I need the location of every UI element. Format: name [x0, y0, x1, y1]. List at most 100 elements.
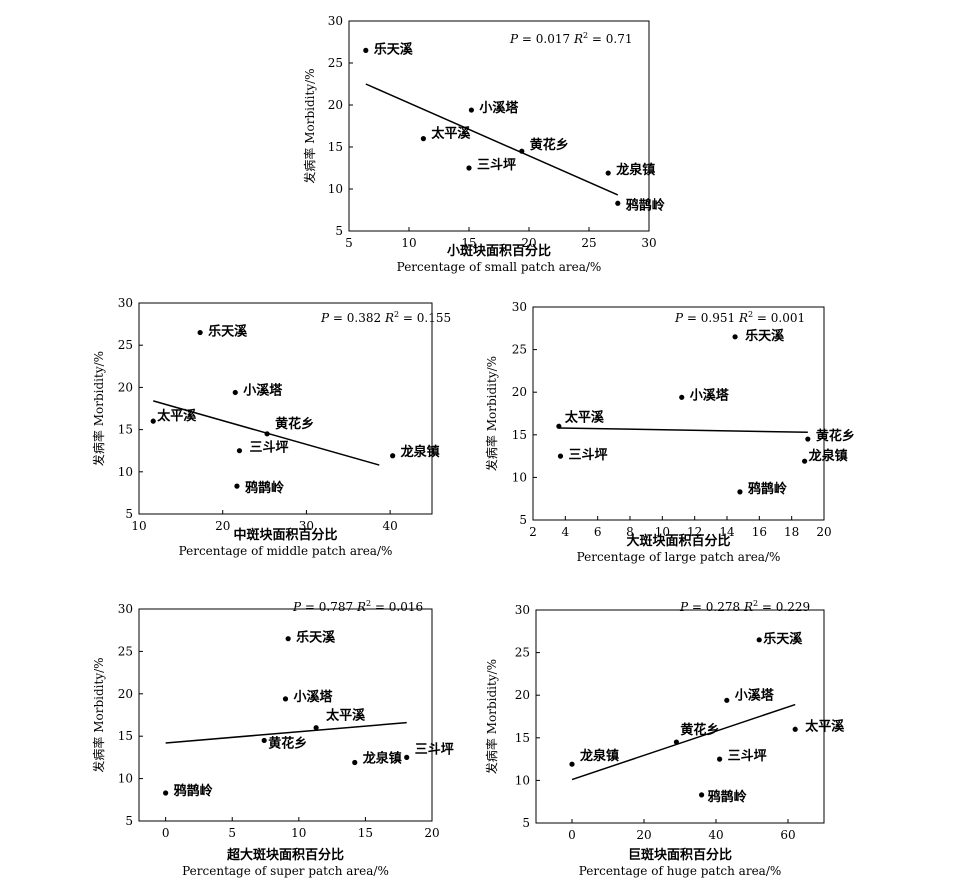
point-label: 小溪塔 [735, 687, 775, 703]
x-tick-label: 10 [401, 236, 416, 250]
x-tick-label: 30 [641, 236, 656, 250]
point-label: 乐天溪 [374, 41, 414, 57]
x-tick-label: 20 [816, 525, 831, 539]
point-label: 三斗坪 [415, 742, 454, 757]
data-point [732, 334, 738, 340]
x-tick-label: 14 [719, 525, 735, 539]
x-tick-label: 20 [636, 828, 651, 842]
y-tick-label: 5 [125, 814, 133, 828]
x-tick-label: 2 [529, 525, 537, 539]
data-point [234, 483, 240, 489]
x-axis-label-cn: 巨斑块面积百分比 [628, 847, 732, 863]
regression-line [365, 83, 619, 196]
x-axis-label-en: Percentage of middle patch area/% [179, 544, 393, 558]
y-tick-label: 5 [125, 507, 133, 521]
point-label: 黄花乡 [275, 416, 314, 432]
data-point [163, 790, 169, 796]
point-label: 太平溪 [325, 708, 366, 724]
data-point [556, 423, 562, 429]
point-label: 小溪塔 [243, 382, 283, 398]
point-label: 龙泉镇 [401, 444, 440, 460]
point-label: 三斗坪 [249, 441, 288, 456]
data-point [197, 329, 203, 336]
data-point [390, 453, 396, 459]
data-point [615, 200, 621, 206]
y-tick-label: 10 [118, 772, 133, 786]
chart-large-patch-svg: 2 4 6 8 10 12 14 16 18 20 5 10 15 20 25 30 乐天溪小溪塔太平溪黄花乡三… [484, 300, 855, 564]
y-tick-label: 15 [118, 729, 133, 743]
y-tick-label: 20 [118, 380, 133, 394]
point-label: 龙泉镇 [809, 448, 848, 464]
point-label: 龙泉镇 [580, 748, 619, 764]
data-point [236, 448, 243, 454]
y-tick-label: 5 [519, 513, 527, 527]
regression-line [558, 427, 808, 433]
y-axis-label: 发病率 Morbidity/% [91, 657, 106, 772]
x-tick-label: 5 [345, 236, 353, 250]
data-point [420, 136, 426, 142]
x-axis-label-en: Percentage of huge patch area/% [579, 864, 782, 878]
point-label: 太平溪 [564, 409, 605, 425]
data-point [724, 697, 730, 703]
data-point [466, 165, 472, 171]
data-point [802, 458, 808, 464]
x-tick-label: 15 [461, 236, 476, 250]
y-tick-label: 20 [515, 688, 530, 702]
regression-line [571, 703, 796, 781]
x-tick-label: 10 [131, 519, 146, 533]
stat-annotation: P = 0.278 R2 = 0.229 [679, 599, 810, 614]
stat-annotation: P = 0.787 R2 = 0.016 [292, 599, 423, 614]
point-label: 鸦鹊岭 [626, 197, 665, 213]
x-axis-label-en: Percentage of super patch area/% [182, 864, 389, 878]
data-point [285, 636, 291, 642]
y-tick-label: 25 [118, 338, 133, 352]
x-tick-label: 0 [568, 828, 576, 842]
point-label: 黄花乡 [680, 722, 719, 738]
y-tick-label: 30 [328, 14, 343, 28]
x-axis-label-cn: 小斑块面积百分比 [447, 243, 551, 259]
y-tick-label: 30 [118, 602, 133, 616]
x-tick-label: 30 [299, 519, 314, 533]
y-tick-label: 30 [512, 300, 527, 314]
stat-annotation: P = 0.382 R2 = 0.155 [320, 310, 451, 325]
point-label: 黄花乡 [530, 137, 569, 153]
y-tick-label: 5 [522, 816, 530, 830]
point-label: 鸦鹊岭 [708, 789, 747, 805]
data-point [792, 726, 798, 732]
x-tick-label: 18 [784, 525, 799, 539]
data-point [404, 754, 410, 760]
y-tick-label: 25 [512, 343, 527, 357]
x-tick-label: 4 [562, 525, 570, 539]
data-point [699, 792, 705, 798]
data-point [679, 394, 685, 400]
y-tick-label: 10 [515, 773, 530, 787]
chart-middle-patch: 10 20 30 40 5 10 15 20 25 30 乐天溪 小溪塔 太平溪 黄花乡 三斗坪 龙泉镇 鸦鹊岭… [85, 295, 475, 580]
data-point [673, 739, 679, 745]
point-label: 黄花乡 [268, 735, 307, 751]
y-tick-label: 15 [512, 428, 527, 442]
point-label: 乐天溪 [208, 324, 248, 340]
x-tick-label: 0 [162, 826, 170, 840]
y-tick-label: 15 [328, 140, 343, 154]
chart-large-patch: 2 4 6 8 10 12 14 16 18 20 5 10 15 20 25 30 乐天溪 小溪塔 太平溪 黄花乡三… [478, 295, 878, 580]
data-point [569, 761, 575, 767]
x-tick-label: 60 [780, 828, 795, 842]
y-tick-label: 25 [118, 644, 133, 658]
data-point [519, 148, 525, 154]
point-label: 龙泉镇 [363, 750, 402, 766]
x-tick-label: 20 [521, 236, 536, 250]
point-label: 小溪塔 [294, 689, 334, 705]
data-point [282, 696, 289, 702]
x-tick-label: 6 [594, 525, 602, 539]
x-tick-label: 8 [626, 525, 634, 539]
point-label: 龙泉镇 [616, 162, 655, 178]
x-axis-label-en: Percentage of small patch area/% [397, 260, 602, 274]
point-label: 太平溪 [430, 126, 471, 142]
x-axis-label-cn: 大斑块面积百分比 [626, 533, 730, 549]
point-label: 黄花乡 [816, 428, 855, 444]
y-tick-label: 20 [512, 385, 527, 399]
data-point [805, 436, 811, 442]
point-label: 乐天溪 [745, 328, 785, 344]
data-point [363, 47, 369, 54]
